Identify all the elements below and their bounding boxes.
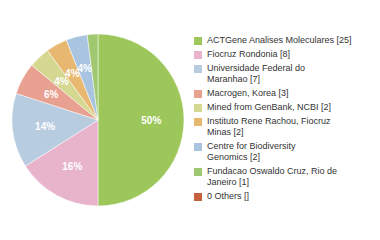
html-text:Minas [2]: Minas [2] (207, 127, 244, 137)
html-text:0 Others []: 0 Others [] (207, 191, 249, 201)
svg-text:16%: 16% (62, 161, 82, 172)
svg-text:50%: 50% (141, 115, 161, 126)
svg-text:6%: 6% (44, 89, 59, 100)
html-text:Maranhao [7]: Maranhao [7] (207, 74, 260, 84)
html-text:Fiocruz Rondonia [8]: Fiocruz Rondonia [8] (207, 49, 290, 59)
html-text:Janeiro [1]: Janeiro [1] (207, 177, 249, 187)
html-text:Centre for Biodiversity: Centre for Biodiversity (207, 141, 296, 151)
svg-text:14%: 14% (35, 121, 55, 132)
svg-text:4%: 4% (54, 75, 69, 87)
svg-text:4%: 4% (65, 67, 80, 79)
html-text:Instituto Rene Rachou, Fiocruz: Instituto Rene Rachou, Fiocruz (207, 116, 331, 126)
html-text:Fundacao Oswaldo Cruz, Rio de: Fundacao Oswaldo Cruz, Rio de (207, 166, 338, 176)
html-text:ACTGene Analises Moleculares [: ACTGene Analises Moleculares [25] (207, 35, 352, 45)
html-text:Macrogen, Korea [3]: Macrogen, Korea [3] (207, 88, 289, 98)
html-text:Genomics [2]: Genomics [2] (207, 152, 260, 162)
svg-text:4%: 4% (78, 63, 93, 74)
html-text:Mined from GenBank, NCBI [2]: Mined from GenBank, NCBI [2] (207, 102, 332, 112)
html-text:Universidade Federal do: Universidade Federal do (207, 63, 306, 73)
